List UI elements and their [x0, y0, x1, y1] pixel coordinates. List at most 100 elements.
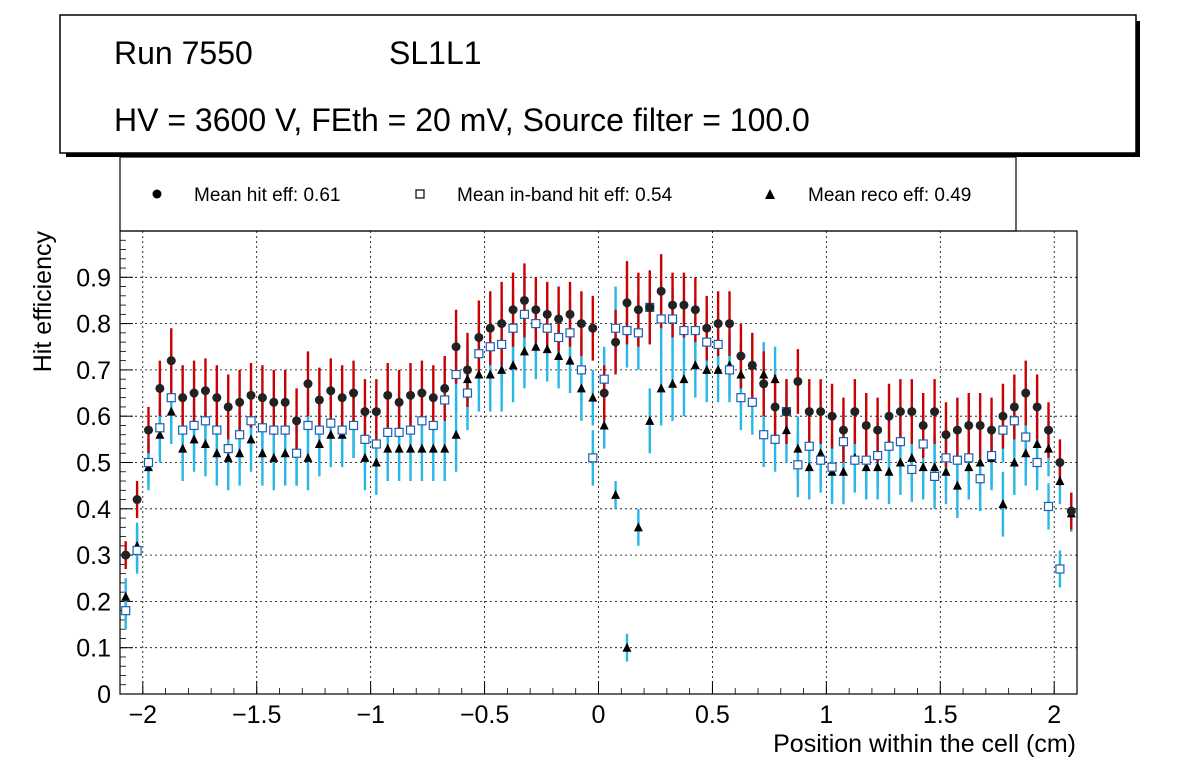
data-point-inband	[884, 441, 894, 451]
data-point-reco	[895, 457, 905, 467]
data-point-hit	[155, 383, 165, 393]
data-point-reco	[736, 369, 746, 379]
y-tick-label: 0.6	[76, 403, 111, 431]
data-point-reco	[519, 346, 529, 356]
data-point-hit	[565, 309, 575, 319]
data-point-inband	[918, 439, 928, 449]
data-point-inband	[371, 439, 381, 449]
data-point-inband	[405, 425, 416, 435]
data-point-hit	[861, 420, 871, 430]
data-point-hit	[1009, 402, 1019, 412]
data-point-hit	[622, 298, 632, 308]
data-point-reco	[497, 364, 507, 374]
data-point-reco	[884, 466, 894, 476]
data-point-inband	[633, 328, 643, 338]
data-point-reco	[690, 360, 700, 370]
data-point-inband	[314, 425, 324, 435]
data-point-inband	[223, 444, 233, 454]
data-point-hit	[816, 407, 826, 417]
axes: −2 −1.5 −1 −0.5 0 0.5 1 1.5 2 0 0.1 0.2 0.3 0.4 0.5 0.6…	[76, 239, 1078, 729]
data-point-hit	[383, 390, 393, 400]
data-point-inband	[291, 448, 302, 458]
layer-label: SL1L1	[389, 35, 482, 71]
data-point-reco	[576, 383, 586, 393]
data-point-inband	[713, 339, 723, 350]
data-point-reco	[588, 392, 598, 402]
data-point-hit	[269, 397, 279, 407]
data-point-inband	[337, 425, 347, 435]
data-point-hit	[884, 411, 894, 421]
data-point-reco	[178, 443, 188, 453]
data-point-hit	[212, 393, 222, 403]
data-point-hit	[406, 390, 416, 400]
legend-marker-inband	[415, 189, 425, 199]
data-point-hit	[588, 323, 598, 333]
data-point-hit	[497, 319, 507, 329]
data-point-reco	[793, 443, 803, 453]
data-point-hit	[280, 397, 290, 407]
data-point-hit	[428, 393, 438, 403]
data-point-inband	[1021, 432, 1031, 442]
data-point-reco	[542, 344, 552, 354]
data-point-reco	[941, 466, 951, 476]
data-point-inband	[929, 471, 940, 481]
data-point-hit	[713, 319, 723, 329]
legend-label-inband: Mean in-band hit eff: 0.54	[457, 185, 673, 206]
data-point-reco	[474, 369, 484, 379]
data-point-reco	[1032, 438, 1042, 448]
data-point-hit	[1044, 425, 1054, 435]
data-point-hit	[633, 305, 643, 315]
data-point-inband	[736, 393, 746, 403]
data-point-reco	[816, 448, 826, 458]
data-point-inband	[770, 434, 780, 444]
x-tick-label: −0.5	[460, 701, 509, 729]
data-point-inband	[303, 420, 313, 431]
data-point-hit	[246, 390, 256, 400]
data-point-hit	[474, 332, 484, 342]
data-point-inband	[724, 365, 735, 375]
data-point-reco	[508, 360, 518, 370]
data-point-hit	[554, 314, 564, 324]
data-point-reco	[1055, 476, 1065, 486]
data-point-inband	[1055, 564, 1065, 574]
data-point-hit	[781, 407, 791, 417]
data-point-hit	[189, 388, 199, 398]
data-point-hit	[417, 388, 427, 398]
data-point-reco	[280, 448, 290, 458]
data-point-hit	[975, 420, 985, 430]
data-point-inband	[907, 464, 917, 475]
data-point-inband	[440, 395, 450, 405]
data-point-reco	[371, 457, 381, 467]
data-point-inband	[816, 455, 826, 465]
data-point-inband	[326, 418, 336, 428]
data-point-inband	[360, 434, 370, 444]
data-point-hit	[930, 407, 940, 417]
data-point-reco	[998, 499, 1008, 509]
data-point-inband	[132, 545, 142, 556]
data-point-inband	[280, 425, 290, 435]
data-point-hit	[804, 407, 814, 417]
data-point-inband	[428, 420, 438, 431]
title-box: Run 7550 SL1L1 HV = 3600 V, FEth = 20 mV…	[59, 14, 1140, 157]
data-point-reco	[838, 466, 848, 476]
y-axis-label: Hit efficiency	[29, 231, 57, 373]
data-point-hit	[337, 393, 347, 403]
data-point-inband	[383, 427, 393, 438]
data-point-hit	[941, 430, 951, 440]
legend-label-hit: Mean hit eff: 0.61	[194, 185, 340, 206]
data-point-inband	[588, 453, 598, 463]
data-point-inband	[189, 420, 199, 431]
data-point-reco	[303, 452, 313, 462]
data-point-inband	[986, 450, 997, 461]
data-point-hit	[759, 379, 769, 389]
legend-label-reco: Mean reco eff: 0.49	[808, 185, 971, 206]
data-point-hit	[303, 379, 313, 389]
data-point-reco	[759, 369, 769, 379]
data-point-hit	[998, 411, 1008, 421]
data-point-reco	[861, 462, 871, 472]
data-point-hit	[257, 393, 267, 403]
data-point-hit	[838, 425, 848, 435]
data-point-reco	[246, 434, 256, 444]
data-point-inband	[656, 314, 666, 324]
data-point-reco	[200, 438, 210, 448]
